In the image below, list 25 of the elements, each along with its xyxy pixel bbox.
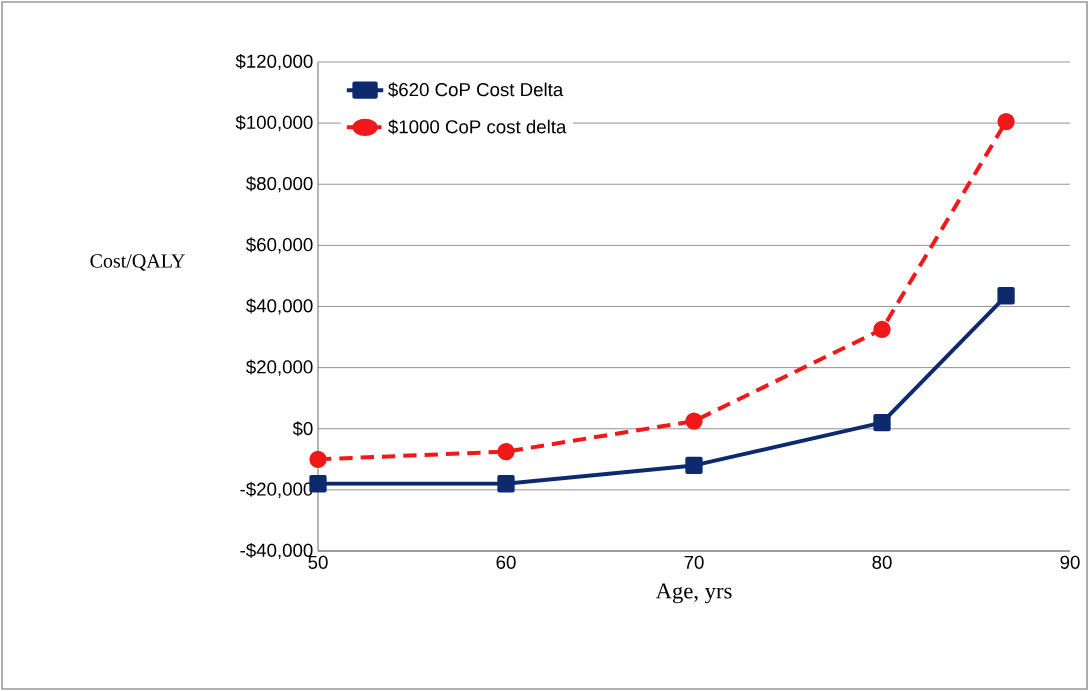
x-tick-label: 60 <box>496 555 516 569</box>
y-tick-label: $120,000 <box>235 53 313 71</box>
point <box>685 412 703 430</box>
point <box>873 413 891 432</box>
y-axis-title: Cost/QALY <box>90 254 185 271</box>
point <box>873 320 891 339</box>
y-tick-label: $40,000 <box>246 298 313 315</box>
point <box>997 287 1015 305</box>
x-tick-label: 90 <box>1060 555 1080 569</box>
y-tick-label: $0 <box>292 421 313 437</box>
point <box>497 475 515 493</box>
x-axis-title: Age, yrs <box>655 583 732 604</box>
point <box>997 112 1015 131</box>
y-tick-label: $80,000 <box>246 176 313 193</box>
x-tick-label: 80 <box>872 555 892 569</box>
point <box>309 450 327 468</box>
x-tick-label: 70 <box>684 555 704 569</box>
y-tick-label: $60,000 <box>246 237 313 254</box>
point <box>685 456 703 475</box>
legend-label: $1000 CoP cost delta <box>388 119 567 135</box>
y-tick-label: $20,000 <box>246 359 313 376</box>
y-tick-label: $100,000 <box>235 115 313 132</box>
point <box>497 442 515 461</box>
legend-label: $620 CoP Cost Delta <box>388 82 564 98</box>
y-tick-label: -$20,000 <box>240 481 313 498</box>
